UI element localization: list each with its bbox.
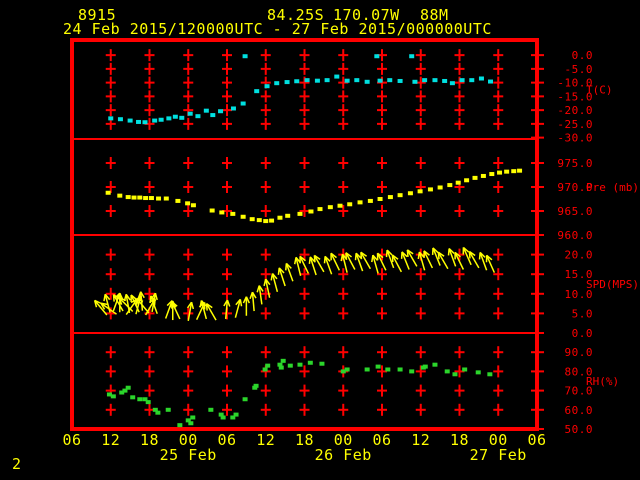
svg-text:0.0: 0.0 <box>572 49 593 62</box>
x-date-label: 27 Feb <box>469 446 527 464</box>
x-tick-label: 00 <box>178 431 198 449</box>
station-id: 8915 <box>78 6 117 24</box>
svg-text:960.0: 960.0 <box>557 229 593 242</box>
svg-text:20.0: 20.0 <box>565 249 594 262</box>
svg-text:70.0: 70.0 <box>565 385 594 398</box>
x-tick-label: 00 <box>488 431 508 449</box>
svg-text:80.0: 80.0 <box>565 365 594 378</box>
x-tick-label: 18 <box>449 431 470 449</box>
svg-text:-20.0: -20.0 <box>557 104 593 117</box>
relative-humidity-series <box>106 358 493 428</box>
svg-text:T(C): T(C) <box>586 84 613 97</box>
page-number: 2 <box>12 455 22 473</box>
pressure-series <box>105 168 523 224</box>
svg-text:60.0: 60.0 <box>565 404 594 417</box>
x-tick-label: 18 <box>139 431 160 449</box>
x-tick-label: 18 <box>294 431 315 449</box>
svg-text:970.0: 970.0 <box>557 181 593 194</box>
svg-text:965.0: 965.0 <box>557 205 593 218</box>
svg-text:Pre (mb): Pre (mb) <box>586 181 639 194</box>
svg-text:90.0: 90.0 <box>565 346 594 359</box>
svg-text:15.0: 15.0 <box>565 268 594 281</box>
station-latitude: 84.25S <box>267 6 325 24</box>
x-tick-label: 12 <box>256 431 276 449</box>
x-tick-label: 06 <box>372 431 392 449</box>
x-tick-label: 12 <box>101 431 121 449</box>
svg-text:0.0: 0.0 <box>572 327 593 340</box>
svg-text:5.0: 5.0 <box>572 307 593 320</box>
svg-text:SPD(MPS): SPD(MPS) <box>586 278 639 291</box>
svg-text:-25.0: -25.0 <box>557 118 593 131</box>
svg-text:975.0: 975.0 <box>557 157 593 170</box>
temperature-series <box>108 54 493 125</box>
svg-text:-30.0: -30.0 <box>557 132 593 145</box>
grid-tick-crosses <box>105 49 504 416</box>
svg-text:50.0: 50.0 <box>565 423 594 436</box>
svg-text:-5.0: -5.0 <box>565 63 594 76</box>
time-range-title: 24 Feb 2015/120000UTC - 27 Feb 2015/0000… <box>63 20 492 38</box>
svg-text:-10.0: -10.0 <box>557 77 593 90</box>
y-axis-ticks <box>531 54 544 430</box>
x-date-label: 25 Feb <box>159 446 217 464</box>
station-longitude: 170.07W <box>333 6 400 24</box>
svg-text:RH(%): RH(%) <box>586 375 619 388</box>
x-tick-label: 06 <box>62 431 82 449</box>
station-elevation: 88M <box>420 6 449 24</box>
x-tick-label: 06 <box>527 431 547 449</box>
svg-text:10.0: 10.0 <box>565 288 594 301</box>
wind-speed-series <box>93 246 496 321</box>
svg-text:-15.0: -15.0 <box>557 90 593 103</box>
x-tick-label: 12 <box>411 431 431 449</box>
x-tick-label: 06 <box>217 431 237 449</box>
x-date-label: 26 Feb <box>314 446 372 464</box>
y-axis-labels: 0.0-5.0-10.0-15.0-20.0-25.0-30.0T(C)975.… <box>557 49 639 436</box>
x-tick-label: 00 <box>333 431 353 449</box>
